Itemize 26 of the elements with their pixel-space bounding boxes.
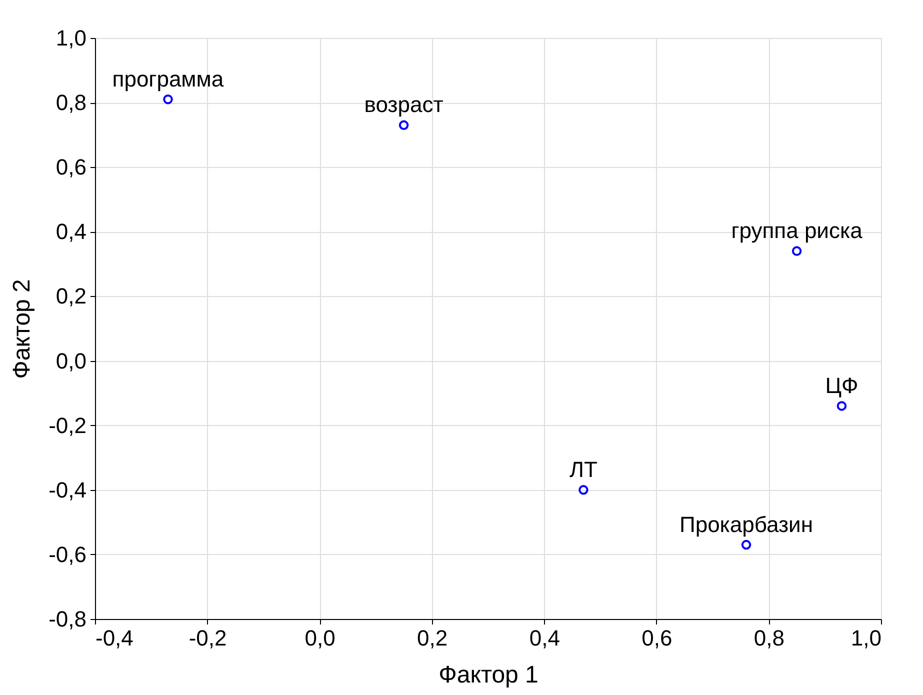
- x-tick-label: 0,0: [304, 626, 336, 650]
- y-tick-label: -0,6: [48, 542, 86, 567]
- annotation: группа риска: [731, 218, 864, 244]
- annotation: ЛТ: [570, 456, 598, 482]
- x-tick-label: 0,4: [529, 626, 560, 650]
- y-tick-label: -0,2: [48, 412, 86, 438]
- y-axis-title: Фактор 2: [8, 279, 36, 379]
- y-tick-label: 0,6: [56, 154, 86, 180]
- y-tick-label: 0,0: [56, 348, 86, 374]
- y-tick-label: -0,4: [48, 477, 86, 502]
- y-tick-label: 0,4: [56, 219, 86, 244]
- x-tick-label: 0,2: [417, 626, 448, 650]
- annotation: программа: [112, 66, 224, 92]
- x-tick-label: 0,6: [642, 626, 672, 650]
- x-tick-label: 0,8: [754, 626, 785, 650]
- annotation: Прокарбазин: [680, 512, 813, 537]
- y-tick-label: 1,0: [56, 26, 86, 50]
- annotation: возраст: [364, 92, 444, 118]
- y-tick-label: 0,8: [56, 90, 86, 116]
- x-tick-label: -0,4: [96, 626, 134, 650]
- y-tick-label: -0,8: [48, 606, 86, 632]
- x-axis-title: Фактор 1: [438, 662, 538, 688]
- x-tick-label: -0,2: [188, 626, 227, 650]
- annotation: ЦФ: [825, 372, 858, 398]
- x-tick-label: 1,0: [850, 626, 882, 650]
- y-tick-label: 0,2: [56, 284, 86, 309]
